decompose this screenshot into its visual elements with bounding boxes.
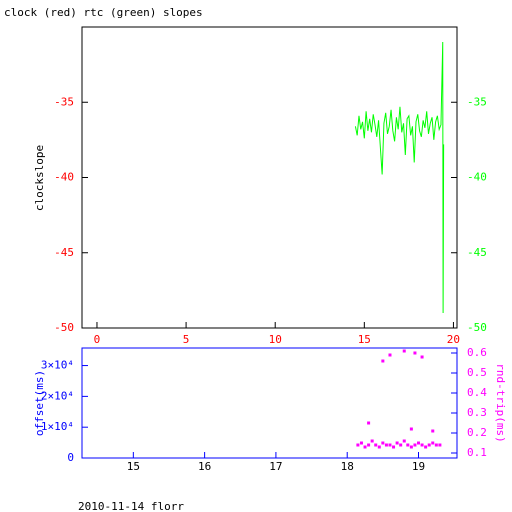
y2-tick-label: -40 (467, 171, 487, 184)
data-point (402, 349, 406, 353)
y2-tick-label: 0.4 (467, 386, 487, 399)
y-tick-label: 1×10⁴ (41, 420, 74, 433)
data-point (413, 443, 417, 447)
y-axis-label: clockslope (33, 145, 46, 211)
data-point (388, 353, 392, 357)
x-tick-label: 16 (198, 460, 211, 473)
x-tick-label: 5 (183, 333, 190, 346)
x-tick-label: 20 (447, 333, 460, 346)
data-point (367, 443, 371, 447)
data-point (409, 427, 413, 431)
data-point (431, 441, 435, 445)
data-point (431, 429, 435, 433)
data-point (395, 441, 399, 445)
data-point (424, 445, 428, 449)
data-point (374, 443, 378, 447)
data-point (363, 445, 367, 449)
y-tick-label: -45 (54, 246, 74, 259)
y-tick-label: -50 (54, 321, 74, 334)
x-tick-label: 10 (269, 333, 282, 346)
data-point (359, 441, 363, 445)
y2-tick-label: -35 (467, 95, 487, 108)
y2-tick-label: 0.2 (467, 426, 487, 439)
data-point (370, 439, 374, 443)
y2-tick-label: 0.5 (467, 366, 487, 379)
x-tick-label: 18 (341, 460, 354, 473)
data-point (356, 443, 360, 447)
data-point (367, 421, 371, 425)
data-point (406, 443, 410, 447)
chart-title: clock (red) rtc (green) slopes (4, 6, 203, 19)
data-point (438, 443, 442, 447)
y2-axis-label: rnd-trip(ms) (494, 363, 507, 442)
footer: 2010-11-14 florr (78, 500, 184, 512)
y-tick-label: 2×10⁴ (41, 389, 74, 402)
data-point (427, 443, 431, 447)
y-tick-label: 0 (67, 451, 74, 464)
data-point (420, 355, 424, 359)
data-point (384, 443, 388, 447)
y-tick-label: -40 (54, 171, 74, 184)
data-point (420, 443, 424, 447)
data-line (354, 42, 445, 313)
x-tick-label: 15 (127, 460, 140, 473)
data-point (409, 445, 413, 449)
data-point (402, 439, 406, 443)
y-tick-label: 3×10⁴ (41, 359, 74, 372)
data-point (413, 351, 417, 355)
y2-tick-label: 0.3 (467, 406, 487, 419)
y-axis-label: offset(ms) (33, 370, 46, 436)
data-point (381, 441, 385, 445)
data-point (388, 443, 392, 447)
plot-frame (81, 26, 458, 329)
x-tick-label: 15 (358, 333, 371, 346)
data-point (381, 359, 385, 363)
data-point (392, 445, 396, 449)
y-tick-label: -35 (54, 95, 74, 108)
data-point (377, 445, 381, 449)
x-tick-label: 17 (269, 460, 282, 473)
y2-tick-label: 0.1 (467, 446, 487, 459)
x-tick-label: 0 (94, 333, 101, 346)
y2-tick-label: -50 (467, 321, 487, 334)
y2-tick-label: -45 (467, 246, 487, 259)
data-point (399, 443, 403, 447)
y2-tick-label: 0.6 (467, 346, 487, 359)
data-point (417, 441, 421, 445)
plot-frame (81, 347, 458, 459)
data-point (434, 443, 438, 447)
x-tick-label: 19 (412, 460, 425, 473)
